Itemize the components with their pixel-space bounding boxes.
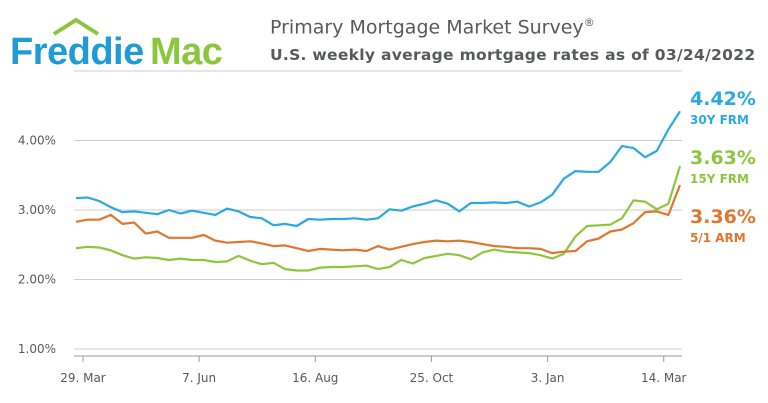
x-tick-label: 16. Aug — [292, 371, 338, 385]
end-label-value-frm15: 3.63% — [690, 147, 756, 169]
end-label-value-arm51: 3.36% — [690, 206, 756, 228]
series-line-frm30 — [75, 110, 681, 228]
x-tick-label: 3. Jan — [531, 371, 565, 385]
end-label-name-arm51: 5/1 ARM — [690, 231, 746, 245]
x-axis: 29. Mar 7. Jun 16. Aug 25. Oct 3. Jan 14. Mar — [60, 355, 687, 385]
chart-subtitle: U.S. weekly average mortgage rates as of… — [270, 46, 756, 64]
y-tick-label: 1.00% — [18, 342, 56, 356]
y-axis-ticks: 1.00% 2.00% 3.00% 4.00% — [18, 134, 56, 357]
x-tick-label: 7. Jun — [182, 371, 216, 385]
gridlines — [74, 70, 682, 350]
house-roof-icon — [52, 17, 100, 36]
y-tick-label: 3.00% — [18, 203, 56, 217]
x-tick-label: 14. Mar — [641, 371, 687, 385]
svg-text:Freddie: Freddie — [10, 31, 144, 72]
freddie-mac-logo: Freddie Mac — [10, 12, 250, 73]
end-label-name-frm30: 30Y FRM — [690, 113, 749, 127]
x-tick-label: 29. Mar — [60, 371, 106, 385]
y-tick-label: 2.00% — [18, 273, 56, 287]
series-line-arm51 — [75, 184, 682, 255]
end-label-value-frm30: 4.42% — [690, 88, 756, 110]
x-tick-label: 25. Oct — [410, 371, 454, 385]
y-tick-label: 4.00% — [18, 134, 56, 148]
series-lines — [75, 110, 682, 272]
series-end-labels: 4.42% 30Y FRM 3.63% 15Y FRM 3.36% 5/1 ARM — [690, 88, 756, 245]
series-line-frm15 — [75, 165, 682, 272]
svg-text:Mac: Mac — [150, 31, 223, 72]
end-label-name-frm15: 15Y FRM — [690, 172, 749, 186]
chart-title: Primary Mortgage Market Survey® — [270, 16, 595, 39]
